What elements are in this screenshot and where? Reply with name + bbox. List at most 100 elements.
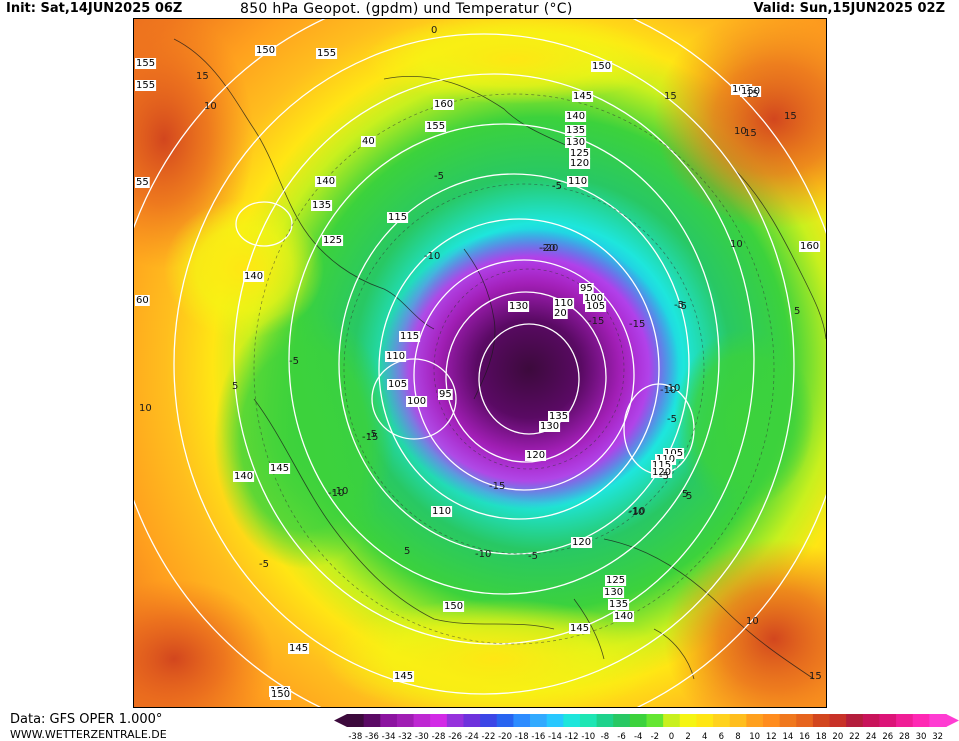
legend-tick-label: 0 <box>669 732 674 741</box>
geopot-label-box <box>651 467 673 478</box>
geopot-label: 145 <box>270 463 289 474</box>
geopot-label: 150 <box>741 86 760 97</box>
geopot-label-box <box>425 121 447 132</box>
legend-swatch <box>846 714 864 727</box>
temp-label: 5 <box>686 491 692 502</box>
legend-tick-label: 24 <box>866 732 877 741</box>
legend-swatch <box>413 714 431 727</box>
temp-label: -15 <box>588 316 604 327</box>
legend-swatch <box>563 714 581 727</box>
temp-label: -5 <box>552 181 562 192</box>
geopot-label: 115 <box>400 331 419 342</box>
temp-label: 15 <box>809 671 822 682</box>
legend-tick-label: -22 <box>481 732 495 741</box>
geopot-label: 105 <box>664 448 683 459</box>
legend-tick-label: -10 <box>581 732 595 741</box>
geopot-label-box <box>585 301 607 312</box>
legend-tick-label: -28 <box>432 732 446 741</box>
isohypse-120 <box>445 291 607 463</box>
temp-label: 5 <box>682 489 688 500</box>
geopot-label-box <box>565 125 587 136</box>
coastline-peninsula <box>463 248 496 400</box>
legend-tick-label: -16 <box>531 732 545 741</box>
geopot-label: 140 <box>244 271 263 282</box>
temp-label: -5 <box>677 301 687 312</box>
geopot-label-box <box>553 308 568 319</box>
geopot-label-box <box>311 200 333 211</box>
geopot-label: 135 <box>549 411 568 422</box>
temp-label: 5 <box>404 546 410 557</box>
legend-tick-label: -20 <box>498 732 512 741</box>
geopot-label-box <box>135 80 157 91</box>
legend-arrow-low <box>334 714 347 727</box>
temp-label: 15 <box>784 111 797 122</box>
legend-tick-label: 8 <box>735 732 740 741</box>
temp-label: 15 <box>664 91 677 102</box>
geopot-label-box <box>135 295 150 306</box>
legend-swatch <box>496 714 514 727</box>
legend-swatch <box>896 714 914 727</box>
geopot-label-box <box>740 86 762 97</box>
temp-label: -10 <box>475 549 491 560</box>
legend-tick-label: 6 <box>719 732 724 741</box>
mild-area-west <box>214 309 394 569</box>
geopot-label: 110 <box>432 506 451 517</box>
geopot-label: 135 <box>609 599 628 610</box>
temp-label: 10 <box>139 403 152 414</box>
temp-label: -5 <box>528 551 538 562</box>
isohypse-125 <box>413 259 635 491</box>
temp-label: 10 <box>204 101 217 112</box>
geopot-label: 55 <box>136 177 149 188</box>
isotherm-warm <box>253 93 775 645</box>
geopot-label-box <box>651 460 673 471</box>
geopot-label-box <box>135 58 157 69</box>
isotherms <box>253 93 775 645</box>
geopot-label: 145 <box>289 643 308 654</box>
legend-tick-label: -8 <box>601 732 609 741</box>
legend-tick-label: -2 <box>651 732 659 741</box>
legend-swatch <box>579 714 598 727</box>
temp-label: -5 <box>289 356 299 367</box>
legend-swatch <box>396 714 415 727</box>
legend-swatch <box>696 714 714 727</box>
geopot-label-box <box>322 235 344 246</box>
temp-label: -10 <box>664 383 680 394</box>
geopot-label-box <box>583 293 605 304</box>
temp-label: -5 <box>434 171 444 182</box>
legend-swatch <box>546 714 564 727</box>
geopot-label-box <box>443 601 465 612</box>
temp-label: -15 <box>629 319 645 330</box>
geopot-label: 40 <box>362 136 375 147</box>
geopot-label-box <box>316 48 338 59</box>
geopot-label: 125 <box>570 148 589 159</box>
geopot-label-box <box>548 411 570 422</box>
mild-area-east <box>674 329 814 509</box>
geopot-label-box <box>569 148 591 159</box>
temp-label: -10 <box>660 385 676 396</box>
temperature-color-legend: -38 -36 -34 -32 -30 -28 -26 -24 -22 -20 -18 -16 -14-… <box>334 714 959 741</box>
temp-label: 15 <box>746 89 759 100</box>
legend-tick-label: -12 <box>565 732 579 741</box>
isotherm-mid <box>343 183 705 555</box>
geopot-label-box <box>315 176 337 187</box>
geopot-label: 115 <box>652 460 671 471</box>
geopot-label: 115 <box>388 212 407 223</box>
geopot-label: 105 <box>388 379 407 390</box>
geopot-label: 155 <box>136 80 155 91</box>
legend-swatch <box>879 714 897 727</box>
legend-tick-label: -30 <box>415 732 429 741</box>
geopot-label-box <box>565 111 587 122</box>
geopot-label-box <box>571 537 593 548</box>
geopot-label: 120 <box>652 467 671 478</box>
legend-tick-label: 18 <box>816 732 827 741</box>
legend-swatch <box>629 714 648 727</box>
legend-swatch <box>513 714 531 727</box>
temp-label: -5 <box>259 559 269 570</box>
geopot-label: 160 <box>434 99 453 110</box>
weather-map: 150 155 155 160 155 145 140 135 130 125 … <box>133 18 827 708</box>
legend-swatch <box>829 714 847 727</box>
geopot-label-box <box>270 689 292 700</box>
isohypse-145 <box>233 73 755 645</box>
map-title: 850 hPa Geopot. (gpdm) und Temperatur (°… <box>240 1 573 17</box>
legend-swatch <box>446 714 465 727</box>
